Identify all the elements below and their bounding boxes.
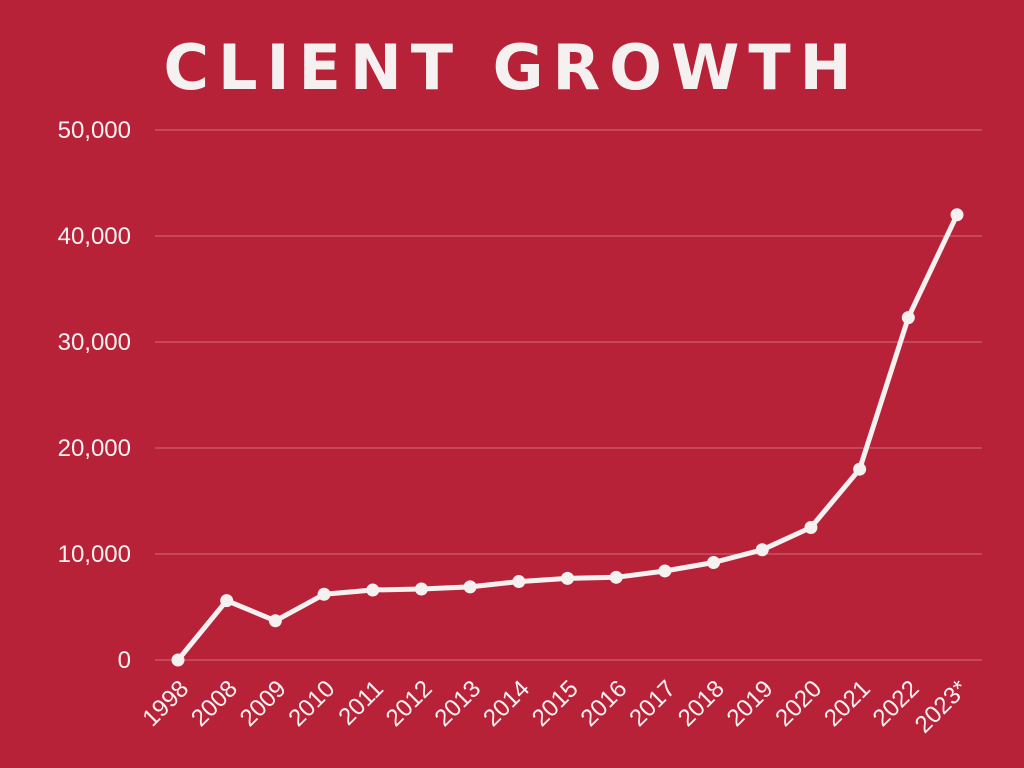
data-point — [268, 614, 282, 628]
y-tick-label: 40,000 — [58, 223, 131, 250]
data-point — [414, 582, 428, 596]
x-tick-label: 2008 — [186, 675, 243, 732]
y-tick-label: 20,000 — [58, 435, 131, 462]
data-point — [317, 587, 331, 601]
data-point — [366, 583, 380, 597]
data-point — [950, 208, 964, 222]
x-tick-label: 1998 — [137, 675, 194, 732]
data-point — [220, 594, 234, 608]
x-tick-label: 2011 — [333, 675, 389, 731]
data-point — [171, 653, 185, 667]
series-clients — [171, 208, 964, 667]
data-point — [901, 311, 915, 325]
series-line — [175, 212, 960, 663]
x-axis-tick-labels: 1998200820092010201120122013201420152016… — [137, 675, 973, 738]
x-tick-label: 2019 — [722, 675, 779, 732]
chart-title: CLIENT GROWTH — [163, 31, 861, 104]
data-point — [609, 570, 623, 584]
y-axis-tick-labels: 0 10,000 20,000 30,000 40,000 50,000 — [58, 117, 131, 674]
x-tick-label: 2020 — [770, 675, 827, 732]
x-tick-label: 2010 — [283, 675, 340, 732]
y-tick-label: 10,000 — [58, 541, 131, 568]
data-point — [707, 555, 721, 569]
x-tick-label: 2013 — [430, 675, 487, 732]
data-point — [463, 580, 477, 594]
y-tick-label: 50,000 — [58, 117, 131, 144]
x-tick-label: 2012 — [381, 675, 438, 732]
data-point — [853, 462, 867, 476]
data-point — [561, 571, 574, 585]
x-tick-label: 2021 — [819, 675, 876, 732]
x-tick-label: 2023* — [910, 675, 973, 738]
data-point — [755, 543, 769, 557]
x-tick-label: 2018 — [673, 675, 730, 732]
y-tick-label: 0 — [118, 647, 131, 674]
x-tick-label: 2016 — [576, 675, 633, 732]
data-point — [512, 575, 526, 589]
gridlines — [155, 129, 982, 661]
y-tick-label: 30,000 — [58, 329, 131, 356]
data-point — [658, 564, 672, 578]
x-tick-label: 2015 — [527, 675, 584, 732]
x-tick-label: 2009 — [235, 675, 292, 732]
x-tick-label: 2017 — [624, 675, 681, 732]
data-point — [804, 521, 818, 534]
x-tick-label: 2014 — [478, 675, 535, 732]
